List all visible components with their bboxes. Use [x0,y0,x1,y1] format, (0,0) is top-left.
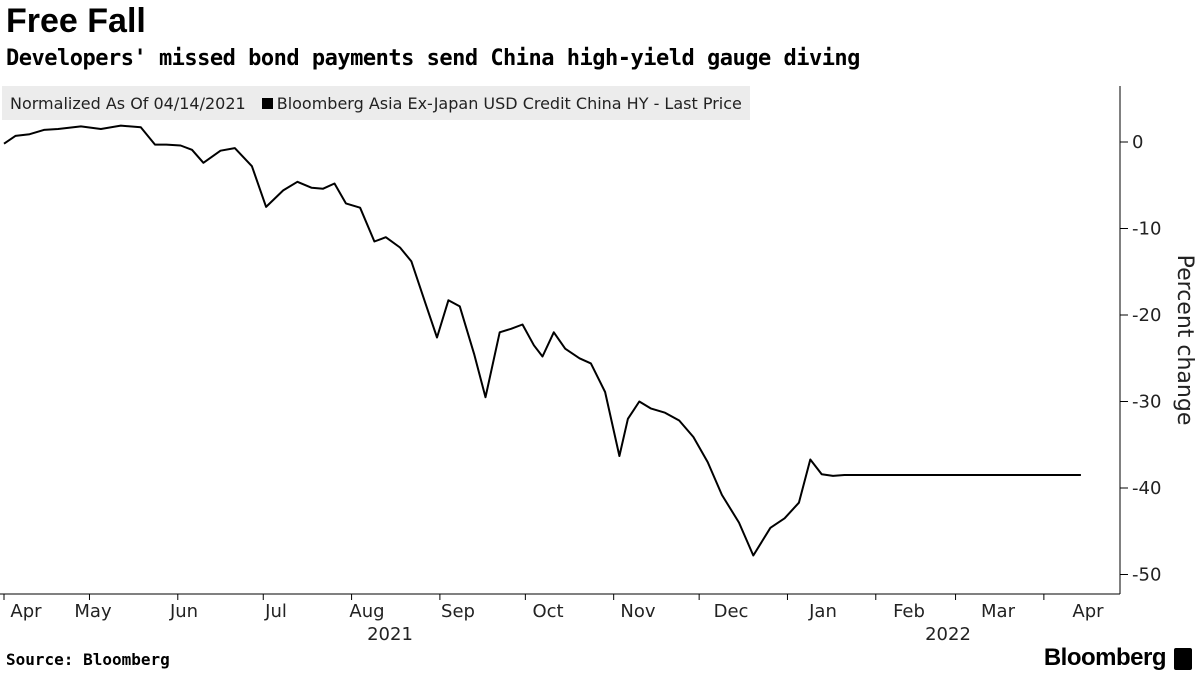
x-tick-label: Dec [714,601,749,622]
x-tick-label: Aug [349,601,384,622]
y-axis-label: Percent change [1172,255,1197,426]
x-tick-label: May [74,601,112,622]
y-tick-label: -50 [1132,565,1161,586]
chart-subtitle: Developers' missed bond payments send Ch… [6,46,860,71]
y-tick-label: -30 [1132,392,1161,413]
legend-normalized-note: Normalized As Of 04/14/2021 [10,93,246,113]
legend-series-label: Bloomberg Asia Ex-Japan USD Credit China… [276,93,742,113]
x-year-label: 2021 [367,624,413,645]
x-tick-label: Jan [808,601,837,622]
x-year-label: 2022 [925,624,971,645]
y-tick-label: -40 [1132,478,1161,499]
source-note: Source: Bloomberg [6,650,170,669]
x-tick-label: Oct [532,601,563,622]
bloomberg-terminal-icon [1174,648,1192,670]
legend: Normalized As Of 04/14/2021 Bloomberg As… [2,86,750,120]
x-tick-label: Nov [620,601,655,622]
x-tick-label: Jun [169,601,198,622]
series-line [3,124,1081,557]
x-tick-label: Sep [441,601,475,622]
legend-swatch [261,97,273,109]
y-tick-label: -20 [1132,305,1161,326]
chart-title: Free Fall [6,2,146,40]
x-tick-label: Feb [893,601,925,622]
bloomberg-logo: Bloomberg [1043,644,1167,671]
x-tick-label: Apr [10,601,42,622]
y-tick-label: -10 [1132,219,1161,240]
y-tick-label: 0 [1132,132,1143,153]
x-tick-label: Apr [1072,601,1104,622]
x-tick-label: Mar [981,601,1016,622]
x-tick-label: Jul [264,601,287,622]
